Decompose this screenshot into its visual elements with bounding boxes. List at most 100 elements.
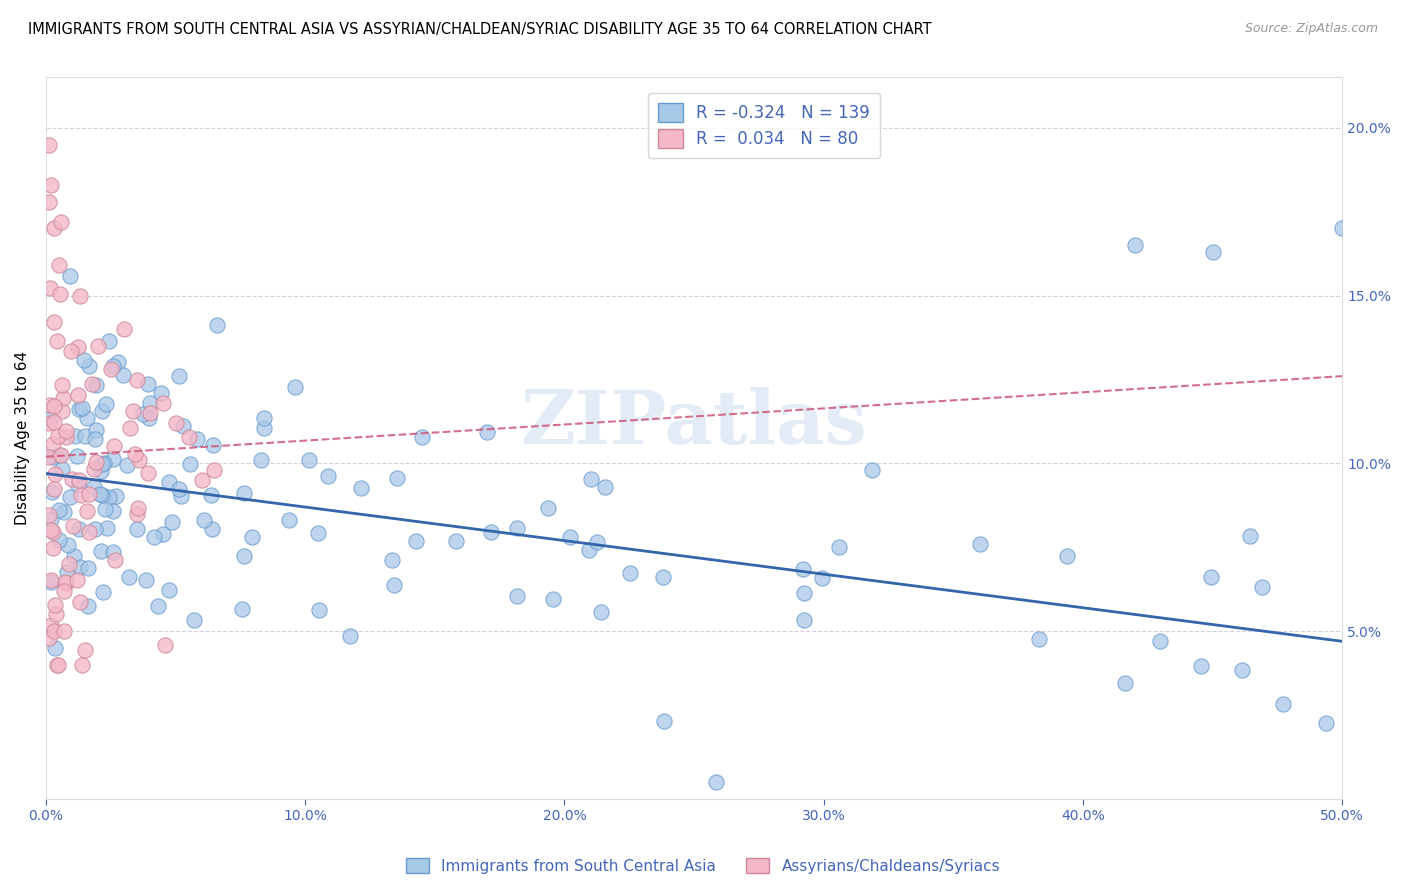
Point [51,377,73,392]
Point [127,501,149,516]
Point [39,281,62,295]
Point [63,549,86,563]
Point [125,372,148,386]
Point [94,502,117,516]
Point [77,487,100,501]
Point [231,602,253,616]
Point [205,318,228,332]
Point [69,595,91,609]
Point [42,541,65,555]
Point [146,599,169,614]
Point [42,483,65,497]
Point [506,589,529,603]
Point [66,573,89,587]
Point [170,489,193,503]
Point [91,585,114,599]
Point [44,599,66,613]
Point [793,586,815,600]
Point [586,535,609,549]
Point [204,463,226,477]
Point [284,379,307,393]
Point [1149,634,1171,648]
Point [107,355,129,369]
Point [46,429,69,443]
Point [103,504,125,518]
Point [42,221,65,235]
Point [138,411,160,425]
Point [83,522,105,536]
Point [38,137,60,152]
Point [1251,580,1274,594]
Point [39,411,62,425]
Point [53,624,76,638]
Point [153,638,176,652]
Point [59,490,82,504]
Point [53,575,76,590]
Point [1331,221,1354,235]
Point [101,545,124,559]
Point [87,339,110,353]
Point [76,411,98,425]
Point [38,631,60,645]
Point [167,369,190,384]
Point [128,453,150,467]
Point [90,403,112,417]
Point [793,613,815,627]
Point [51,462,73,476]
Point [69,560,91,574]
Point [308,603,330,617]
Point [475,425,498,439]
Point [1028,632,1050,647]
Point [1056,549,1078,564]
Point [49,215,72,229]
Point [44,315,66,329]
Point [96,397,118,411]
Point [1189,659,1212,673]
Point [152,527,174,541]
Point [62,519,84,533]
Point [77,561,100,575]
Point [811,571,834,585]
Point [169,483,191,497]
Point [39,573,62,587]
Point [103,553,125,567]
Point [165,416,187,430]
Point [98,334,121,348]
Point [38,194,60,209]
Point [152,396,174,410]
Point [39,617,62,632]
Point [411,430,433,444]
Point [39,575,62,590]
Point [42,450,65,464]
Point [558,531,581,545]
Point [1123,238,1146,252]
Point [93,457,115,471]
Point [579,472,602,486]
Point [593,480,616,494]
Point [53,505,76,519]
Point [202,438,225,452]
Point [150,386,173,401]
Point [46,657,69,672]
Point [277,513,299,527]
Point [1315,716,1337,731]
Point [350,481,373,495]
Point [177,429,200,443]
Point [56,538,79,552]
Point [136,466,159,480]
Point [1114,676,1136,690]
Text: ZIPatlas: ZIPatlas [520,387,868,460]
Point [69,289,91,303]
Point [73,352,96,367]
Point [307,525,329,540]
Point [59,269,82,284]
Point [49,287,72,301]
Point [91,458,114,472]
Point [117,458,139,472]
Point [45,607,67,622]
Legend: Immigrants from South Central Asia, Assyrians/Chaldeans/Syriacs: Immigrants from South Central Asia, Assy… [399,852,1007,880]
Point [44,467,66,481]
Point [76,504,98,518]
Point [704,775,727,789]
Point [651,570,673,584]
